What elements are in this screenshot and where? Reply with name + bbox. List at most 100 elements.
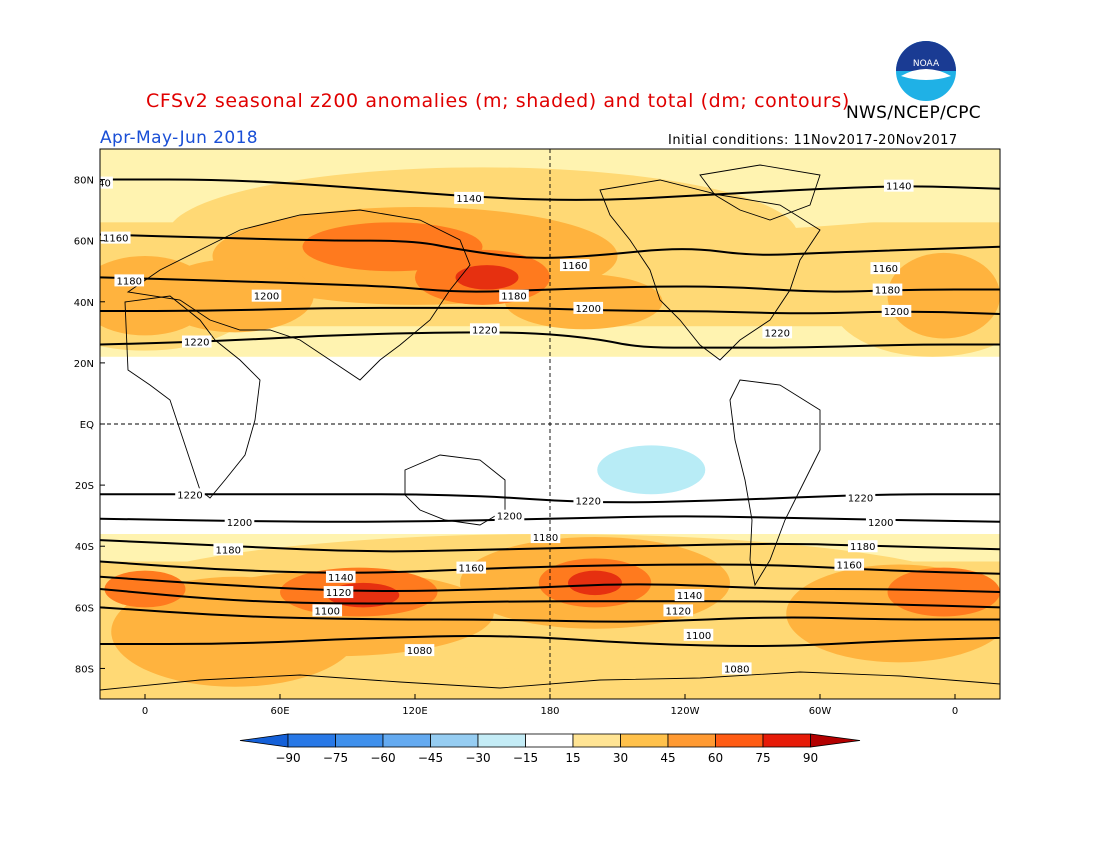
contour-label-32: 1080	[407, 646, 432, 657]
contour-label-1: 1140	[456, 194, 481, 205]
contour-1160-8	[100, 560, 1000, 575]
contour-label-bg-30	[312, 604, 343, 617]
coastline-africa	[124, 295, 261, 499]
lat-label-80S: 80S	[75, 664, 94, 675]
contour-label-bg-20	[865, 515, 896, 528]
anomaly-region-22	[568, 570, 622, 596]
anomaly-shading	[100, 149, 1000, 699]
contour-label-8: 1180	[875, 286, 900, 297]
contour-label-7: 1180	[501, 292, 526, 303]
contour-label-31: 1100	[686, 631, 711, 642]
contour-label-bg-14	[181, 335, 212, 348]
contour-label-bg-8	[872, 283, 903, 296]
logo-text: NOAA	[913, 59, 940, 69]
contour-label-19: 1200	[497, 512, 522, 523]
contour-1200-6	[100, 515, 1000, 523]
contour-label-23: 1180	[850, 542, 875, 553]
contour-1160-1	[100, 233, 1000, 259]
contour-label-28: 1120	[326, 588, 351, 599]
map-grid	[100, 149, 1000, 699]
contour-label-18: 1200	[227, 518, 252, 529]
contour-label-bg-16	[573, 494, 604, 507]
contour-label-22: 1180	[533, 533, 558, 544]
contour-label-15: 1220	[177, 490, 202, 501]
contour-label-bg-1	[454, 191, 484, 204]
anomaly-region-11	[455, 265, 519, 290]
axis-labels: 80N 60N 40N 20N EQ 20S 40S 60S 80S 0 60E 120E 180 120…	[74, 176, 958, 717]
coastline-australia	[404, 454, 506, 526]
lon-label-2: 120E	[402, 706, 427, 717]
noaa-logo: NOAA	[896, 41, 956, 101]
contour-label-33: 1080	[724, 664, 749, 675]
contour-label-bg-33	[721, 662, 752, 675]
contour-1180-7	[100, 539, 1000, 553]
contour-label-25: 1160	[837, 561, 862, 572]
contour-1220-5	[100, 493, 1000, 504]
anomaly-region-20	[104, 570, 186, 608]
contour-label-bg-27	[674, 589, 705, 602]
contour-label-bg-9	[251, 289, 282, 302]
lon-label-6: 0	[952, 706, 958, 717]
lat-label-40S: 40S	[75, 542, 94, 553]
lat-label-EQ: EQ	[80, 420, 94, 431]
contour-label-bg-5	[870, 262, 901, 275]
initial-conditions-label: Initial conditions: 11Nov2017-20Nov2017	[668, 133, 958, 148]
contour-label-bg-2	[883, 179, 914, 192]
contour-1100-11	[100, 606, 1000, 623]
lon-label-5: 60W	[809, 706, 832, 717]
anomaly-region-10	[302, 222, 483, 272]
lon-label-1: 60E	[270, 706, 289, 717]
contour-label-27: 1140	[677, 591, 702, 602]
contour-label-9: 1200	[254, 292, 279, 303]
contour-label-bg-13	[762, 326, 793, 339]
coastline-north-america	[599, 179, 821, 361]
anomaly-region-8	[887, 252, 1000, 339]
lat-label-40N: 40N	[74, 298, 94, 309]
contour-label-5: 1160	[873, 264, 898, 275]
contour-label-bg-26	[325, 570, 356, 583]
contour-label-bg-12	[469, 323, 500, 336]
contour-label-bg-23	[847, 540, 878, 553]
coastline-south-america	[729, 379, 821, 587]
contour-label-bg-24	[456, 561, 487, 574]
contour-label-bg-3	[100, 231, 131, 244]
lat-label-20S: 20S	[75, 481, 94, 492]
contour-label-6: 1180	[117, 276, 142, 287]
contour-label-30: 1100	[315, 606, 340, 617]
lat-label-60S: 60S	[75, 603, 94, 614]
lon-label-3: 180	[540, 706, 559, 717]
contour-label-13: 1220	[765, 328, 790, 339]
contour-label-bg-22	[530, 531, 561, 544]
contour-label-bg-6	[114, 274, 145, 287]
contour-label-bg-29	[663, 604, 694, 617]
contour-label-3: 1160	[103, 234, 128, 245]
contour-1200-3	[100, 306, 1000, 315]
season-label: Apr-May-Jun 2018	[100, 128, 259, 148]
contour-labels: 40 1140 1140 1160 1160 1160 1180 1180 1180 1200 12…	[98, 176, 914, 675]
contour-label-bg-19	[494, 509, 525, 522]
lat-label-80N: 80N	[74, 176, 94, 187]
contour-label-12: 1220	[472, 325, 497, 336]
contour-label-17: 1220	[848, 493, 873, 504]
contour-1140-9	[100, 575, 1000, 594]
contour-label-2: 1140	[886, 182, 911, 193]
lat-label-20N: 20N	[74, 359, 94, 370]
contour-label-29: 1120	[666, 606, 691, 617]
contour-label-bg-4	[559, 259, 590, 272]
chart-title: CFSv2 seasonal z200 anomalies (m; shaded…	[146, 90, 850, 112]
contour-label-bg-11	[881, 304, 912, 317]
contour-label-26: 1140	[328, 573, 353, 584]
height-contours	[100, 178, 1000, 648]
contour-1220-4	[100, 331, 1000, 349]
contour-label-bg-28	[323, 586, 354, 599]
contour-label-14: 1220	[184, 338, 209, 349]
contour-label-0: 40	[98, 179, 111, 190]
contour-label-24: 1160	[459, 564, 484, 575]
contour-label-bg-10	[573, 301, 604, 314]
contour-label-21: 1180	[216, 545, 241, 556]
contour-label-11: 1200	[884, 307, 909, 318]
contour-label-bg-18	[224, 515, 255, 528]
contour-label-4: 1160	[562, 261, 587, 272]
anomaly-region-7	[100, 255, 213, 336]
contour-1140-0	[100, 178, 1000, 201]
